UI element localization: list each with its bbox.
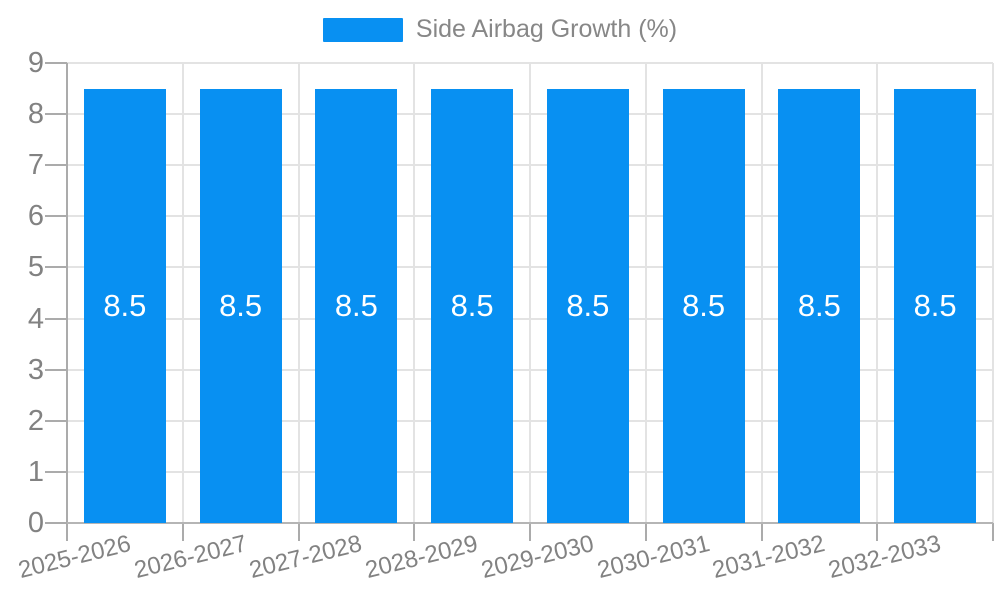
- y-tick: [45, 368, 67, 371]
- bar-value-label: 8.5: [219, 287, 263, 323]
- y-tick-label: 5: [27, 251, 44, 284]
- bar-value-label: 8.5: [450, 287, 494, 323]
- bar-value-label: 8.5: [913, 287, 957, 323]
- x-tick: [992, 523, 994, 541]
- bar-value-label: 8.5: [566, 287, 610, 323]
- bar[interactable]: 8.5: [662, 88, 745, 523]
- y-tick: [45, 215, 67, 218]
- y-tick: [45, 419, 67, 422]
- y-tick-label: 2: [27, 404, 44, 437]
- legend[interactable]: Side Airbag Growth (%): [0, 15, 1000, 44]
- y-tick-label: 6: [27, 200, 44, 233]
- bar-value-label: 8.5: [682, 287, 726, 323]
- x-tick: [413, 523, 416, 541]
- y-tick-label: 8: [27, 98, 44, 131]
- x-tick: [181, 523, 184, 541]
- x-tick: [876, 523, 879, 541]
- x-gridline: [876, 63, 879, 523]
- bar-value-label: 8.5: [334, 287, 378, 323]
- y-tick-label: 3: [27, 353, 44, 386]
- x-gridline: [181, 63, 184, 523]
- y-tick: [45, 522, 67, 524]
- bar[interactable]: 8.5: [199, 88, 282, 523]
- bar-value-label: 8.5: [103, 287, 147, 323]
- x-tick: [760, 523, 763, 541]
- x-gridline: [297, 63, 300, 523]
- y-tick: [45, 164, 67, 167]
- y-axis-line: [66, 63, 68, 541]
- x-tick: [644, 523, 647, 541]
- legend-label: Side Airbag Growth (%): [415, 15, 678, 43]
- x-gridline: [644, 63, 647, 523]
- y-tick-label: 1: [27, 455, 44, 488]
- y-tick: [45, 317, 67, 320]
- bar[interactable]: 8.5: [894, 88, 977, 523]
- x-tick: [297, 523, 300, 541]
- y-tick: [45, 113, 67, 116]
- y-tick-label: 9: [27, 47, 44, 79]
- y-tick: [45, 266, 67, 269]
- y-tick: [45, 62, 67, 64]
- x-gridline: [529, 63, 531, 523]
- x-gridline: [413, 63, 416, 523]
- x-gridline: [760, 63, 763, 523]
- x-gridline: [992, 63, 994, 523]
- bar[interactable]: 8.5: [83, 88, 166, 523]
- y-tick-label: 4: [27, 302, 44, 335]
- x-tick: [529, 523, 531, 541]
- bar[interactable]: 8.5: [546, 88, 629, 523]
- bar[interactable]: 8.5: [315, 88, 398, 523]
- x-axis-line: [67, 522, 993, 524]
- y-tick: [45, 470, 67, 473]
- bar[interactable]: 8.5: [778, 88, 861, 523]
- y-tick-label: 0: [27, 507, 44, 539]
- bar[interactable]: 8.5: [431, 88, 514, 523]
- bar-value-label: 8.5: [797, 287, 841, 323]
- y-tick-label: 7: [27, 149, 44, 182]
- legend-swatch-icon: [322, 17, 403, 42]
